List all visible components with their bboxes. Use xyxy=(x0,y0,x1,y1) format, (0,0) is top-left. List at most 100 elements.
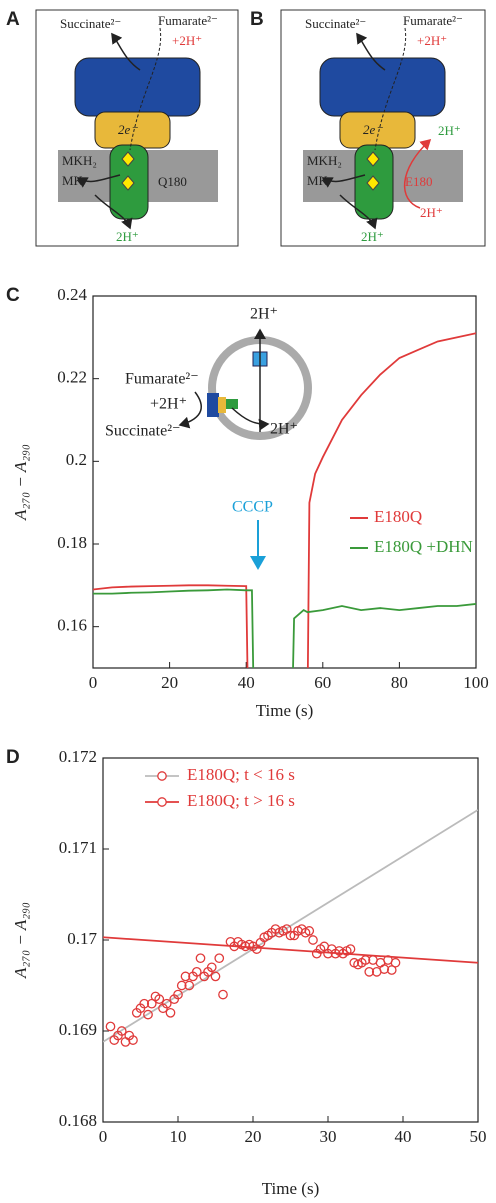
legend-marker xyxy=(157,797,167,807)
label: Succinate²⁻ xyxy=(305,16,366,31)
data-line xyxy=(93,332,476,668)
label: MKH₂ xyxy=(62,153,97,168)
x-tick-label: 40 xyxy=(238,673,255,692)
fit-line xyxy=(103,809,478,1043)
data-point xyxy=(210,971,221,982)
y-tick-label: 0.22 xyxy=(57,368,87,387)
data-point xyxy=(218,989,228,1000)
panel-label: B xyxy=(250,9,264,30)
data-point xyxy=(206,962,217,973)
flavoprotein xyxy=(74,57,201,117)
electron-path xyxy=(129,27,162,151)
annotation: Succinate²⁻ xyxy=(105,423,180,440)
legend-marker xyxy=(157,771,167,781)
label: 2H⁺ xyxy=(361,229,384,244)
label: Succinate²⁻ xyxy=(60,16,121,31)
x-axis-label: Time (s) xyxy=(256,701,313,720)
x-tick-label: 60 xyxy=(314,673,331,692)
label: Fumarate²⁻ xyxy=(158,13,218,28)
data-point xyxy=(165,1007,176,1018)
x-tick-label: 100 xyxy=(463,673,489,692)
annotation: 2H⁺ xyxy=(250,306,278,323)
arrow xyxy=(356,32,386,71)
label: Q180 xyxy=(158,174,187,189)
data-point xyxy=(139,998,150,1009)
data-point xyxy=(143,1009,153,1020)
y-tick-label: 0.24 xyxy=(57,285,87,304)
panel-label: D xyxy=(6,747,20,768)
label: MKH₂ xyxy=(307,153,342,168)
x-tick-label: 50 xyxy=(470,1127,487,1146)
y-tick-label: 0.17 xyxy=(67,929,97,948)
arrow xyxy=(339,194,378,230)
legend-label: E180Q xyxy=(374,507,422,526)
y-tick-label: 0.172 xyxy=(59,747,97,766)
data-point xyxy=(146,998,157,1009)
data-point xyxy=(195,953,206,964)
plot-frame xyxy=(92,295,477,669)
data-point xyxy=(345,944,356,954)
diagram-b: Succinate²⁻ Fumarate²⁻ +2H⁺ 2e⁻ 2H⁺ MKH₂… xyxy=(280,9,486,247)
y-axis-label: A₂₇₀ − A₂₉₀ xyxy=(11,444,30,521)
data-point xyxy=(161,998,172,1009)
label: 2H⁺ xyxy=(420,205,443,220)
data-point xyxy=(308,935,318,945)
label: MK xyxy=(62,173,84,188)
y-tick-label: 0.171 xyxy=(59,838,97,857)
label: Fumarate²⁻ xyxy=(403,13,463,28)
panel-label: A xyxy=(6,9,20,30)
data-point xyxy=(379,964,390,974)
data-point xyxy=(360,955,371,965)
arrow xyxy=(178,391,202,429)
arrow xyxy=(76,174,121,188)
data-point xyxy=(180,971,191,982)
arrow xyxy=(231,407,270,431)
data-point xyxy=(285,930,296,941)
data-point xyxy=(176,980,187,991)
y-tick-label: 0.2 xyxy=(66,450,87,469)
y-tick-label: 0.16 xyxy=(57,616,87,635)
label: 2e⁻ xyxy=(118,122,138,137)
annotation: Fumarate²⁻ xyxy=(125,371,199,388)
electron-path xyxy=(374,27,407,151)
legend-label: E180Q; t > 16 s xyxy=(187,791,295,810)
y-tick-label: 0.168 xyxy=(59,1111,97,1130)
data-point xyxy=(214,953,225,964)
x-tick-label: 10 xyxy=(170,1127,187,1146)
data-point xyxy=(304,926,315,936)
data-point xyxy=(386,965,397,975)
x-tick-label: 20 xyxy=(245,1127,262,1146)
x-axis-label: Time (s) xyxy=(262,1179,319,1198)
y-tick-label: 0.169 xyxy=(59,1020,97,1039)
flavoprotein xyxy=(319,57,446,117)
arrow xyxy=(321,174,366,188)
x-tick-label: 80 xyxy=(391,673,408,692)
label: +2H⁺ xyxy=(172,33,202,48)
panel-label: C xyxy=(6,285,20,306)
x-tick-label: 0 xyxy=(89,673,98,692)
heme xyxy=(366,151,380,191)
label: 2e⁻ xyxy=(363,122,383,137)
data-point xyxy=(390,957,401,968)
legend-label: E180Q; t < 16 s xyxy=(187,765,295,784)
label: +2H⁺ xyxy=(417,33,447,48)
legend-label: E180Q +DHN xyxy=(374,537,473,556)
data-point xyxy=(105,1021,116,1032)
data-point xyxy=(128,1035,138,1045)
data-point xyxy=(173,989,183,1000)
annotation: +2H⁺ xyxy=(150,396,187,413)
data-point xyxy=(191,966,202,977)
arrow xyxy=(404,138,432,209)
fit-line xyxy=(103,936,478,964)
flavoprotein xyxy=(207,393,219,417)
label: MK xyxy=(307,173,329,188)
annotation: CCCP xyxy=(232,499,273,516)
membrane-anchor xyxy=(226,399,238,409)
y-axis-label: A₂₇₀ − A₂₉₀ xyxy=(11,902,30,979)
inset: CCCP 2H⁺ Fumarate²⁻ +2H⁺ Succinate²⁻ 2H⁺ xyxy=(105,306,312,570)
arrow xyxy=(94,194,133,230)
x-tick-label: 30 xyxy=(320,1127,337,1146)
iron-sulfur xyxy=(218,397,226,413)
label: E180 xyxy=(405,174,432,189)
